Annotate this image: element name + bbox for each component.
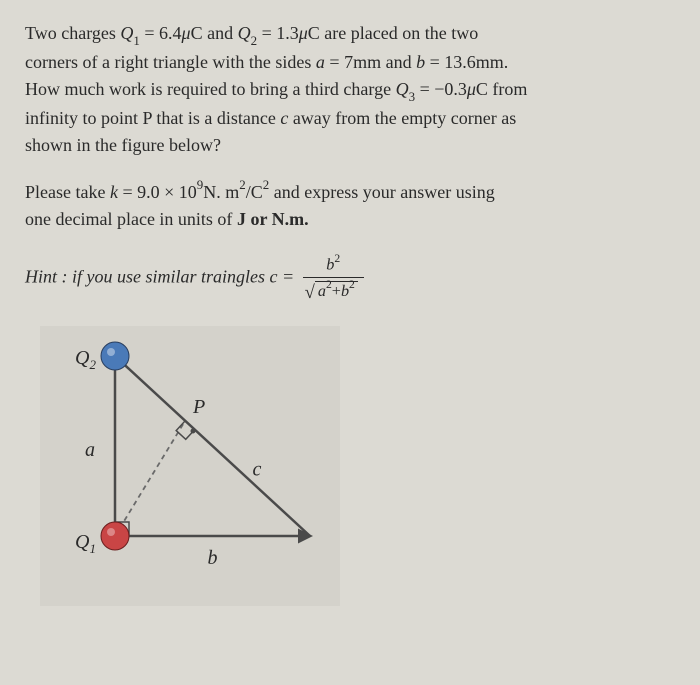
text: corners of a right triangle with the sid… (25, 52, 316, 72)
var-b: b (416, 52, 425, 72)
text: away from the empty corner as (288, 108, 516, 128)
text: Please take (25, 182, 110, 202)
sup: 2 (326, 278, 332, 291)
text: infinity to point P that is a distance (25, 108, 280, 128)
hint-label: Hint : (25, 266, 72, 286)
var-q1: Q (120, 23, 133, 43)
sup: 2 (263, 177, 269, 192)
text: = 9.0 × 10 (118, 182, 197, 202)
text: /C (246, 182, 263, 202)
text: C and (191, 23, 238, 43)
sup: 2 (239, 177, 245, 192)
mu: μ (182, 23, 191, 43)
text: C from (476, 79, 528, 99)
sup: 2 (334, 252, 340, 265)
text: and express your answer using (269, 182, 494, 202)
fraction: b2 a2+b2 (303, 251, 364, 306)
problem-paragraph-1: Two charges Q1 = 6.4μC and Q2 = 1.3μC ar… (25, 20, 675, 159)
var: b (341, 282, 349, 300)
mu: μ (467, 79, 476, 99)
text: = 6.4 (140, 23, 182, 43)
var-q2: Q (238, 23, 251, 43)
sqrt-icon: a2+b2 (305, 278, 358, 306)
sub: 2 (251, 33, 257, 48)
text: = 1.3 (257, 23, 299, 43)
text: = 13.6mm. (425, 52, 508, 72)
var-k: k (110, 182, 118, 202)
text: = 7mm and (325, 52, 416, 72)
sup: 2 (349, 278, 355, 291)
denominator: a2+b2 (303, 278, 364, 306)
text: Two charges (25, 23, 120, 43)
sub: 3 (409, 89, 415, 104)
svg-text:P: P (192, 396, 205, 418)
text: = −0.3 (415, 79, 467, 99)
text: shown in the figure below? (25, 135, 221, 155)
hint-body: if you use similar traingles c = (72, 266, 299, 286)
text: C are placed on the two (308, 23, 478, 43)
svg-text:b: b (208, 547, 218, 569)
text: How much work is required to bring a thi… (25, 79, 396, 99)
var-a: a (316, 52, 325, 72)
problem-paragraph-2: Please take k = 9.0 × 109N. m2/C2 and ex… (25, 177, 675, 233)
svg-text:Q1: Q1 (75, 531, 96, 556)
var-q3: Q (396, 79, 409, 99)
unit-bold: J or N.m. (237, 209, 309, 229)
sup: 9 (197, 177, 203, 192)
plus: + (332, 282, 341, 300)
mu: μ (299, 23, 308, 43)
svg-text:a: a (85, 439, 95, 461)
text: one decimal place in units of (25, 209, 237, 229)
numerator: b2 (303, 251, 364, 278)
svg-text:c: c (253, 458, 262, 480)
sub: 1 (133, 33, 139, 48)
hint-line: Hint : if you use similar traingles c = … (25, 251, 675, 306)
triangle-svg: Q2 Q1 a b c P (40, 326, 340, 606)
var: a (318, 282, 326, 300)
text: N. m (203, 182, 239, 202)
svg-text:Q2: Q2 (75, 347, 96, 372)
triangle-figure: Q2 Q1 a b c P (40, 326, 340, 606)
